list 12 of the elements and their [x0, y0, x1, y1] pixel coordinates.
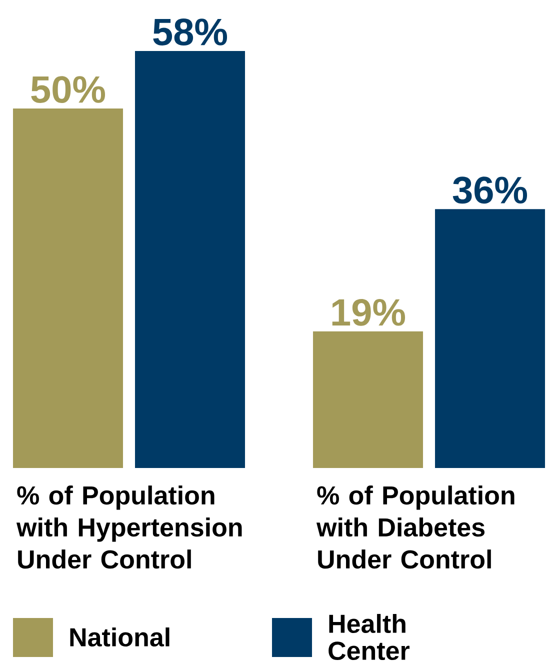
data-label: 19%: [332, 298, 406, 326]
data-label: 36%: [452, 176, 528, 204]
x-tick-label: % of Population with Hypertension Under Control: [16, 486, 242, 569]
bar: [13, 108, 124, 468]
legend-label: National: [70, 627, 170, 647]
bar: [435, 209, 546, 468]
legend-label: Health Center: [328, 614, 410, 660]
data-label: 50%: [31, 76, 106, 103]
data-label: 58%: [153, 18, 228, 46]
bar: [313, 331, 424, 468]
x-tick-label: % of Population with Diabetes Under Control: [316, 486, 514, 569]
bar: [135, 50, 246, 468]
